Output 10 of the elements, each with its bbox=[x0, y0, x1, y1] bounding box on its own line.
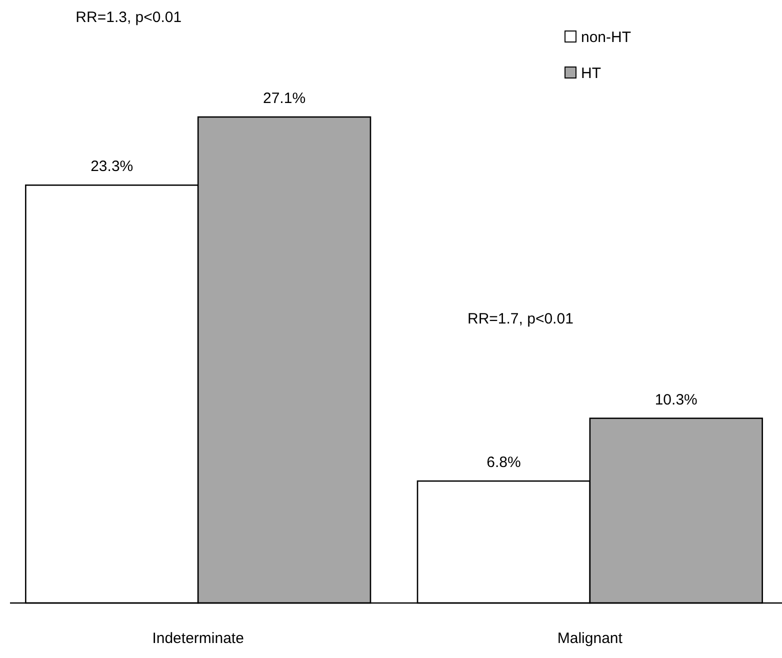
data-label: 6.8% bbox=[486, 454, 521, 472]
data-label: 10.3% bbox=[654, 391, 698, 408]
x-tick-label: Malignant bbox=[557, 630, 624, 647]
text: RR=1.3, p<0.01 bbox=[76, 9, 182, 26]
x-tick-label: Indeterminate bbox=[152, 630, 244, 647]
annotation: RR=1.7, p<0.01 bbox=[468, 310, 574, 328]
legend-label: HT bbox=[581, 65, 601, 82]
legend-label: non-HT bbox=[581, 29, 632, 46]
data-label: 27.1% bbox=[263, 90, 306, 107]
data-label: 23.3% bbox=[90, 158, 134, 176]
